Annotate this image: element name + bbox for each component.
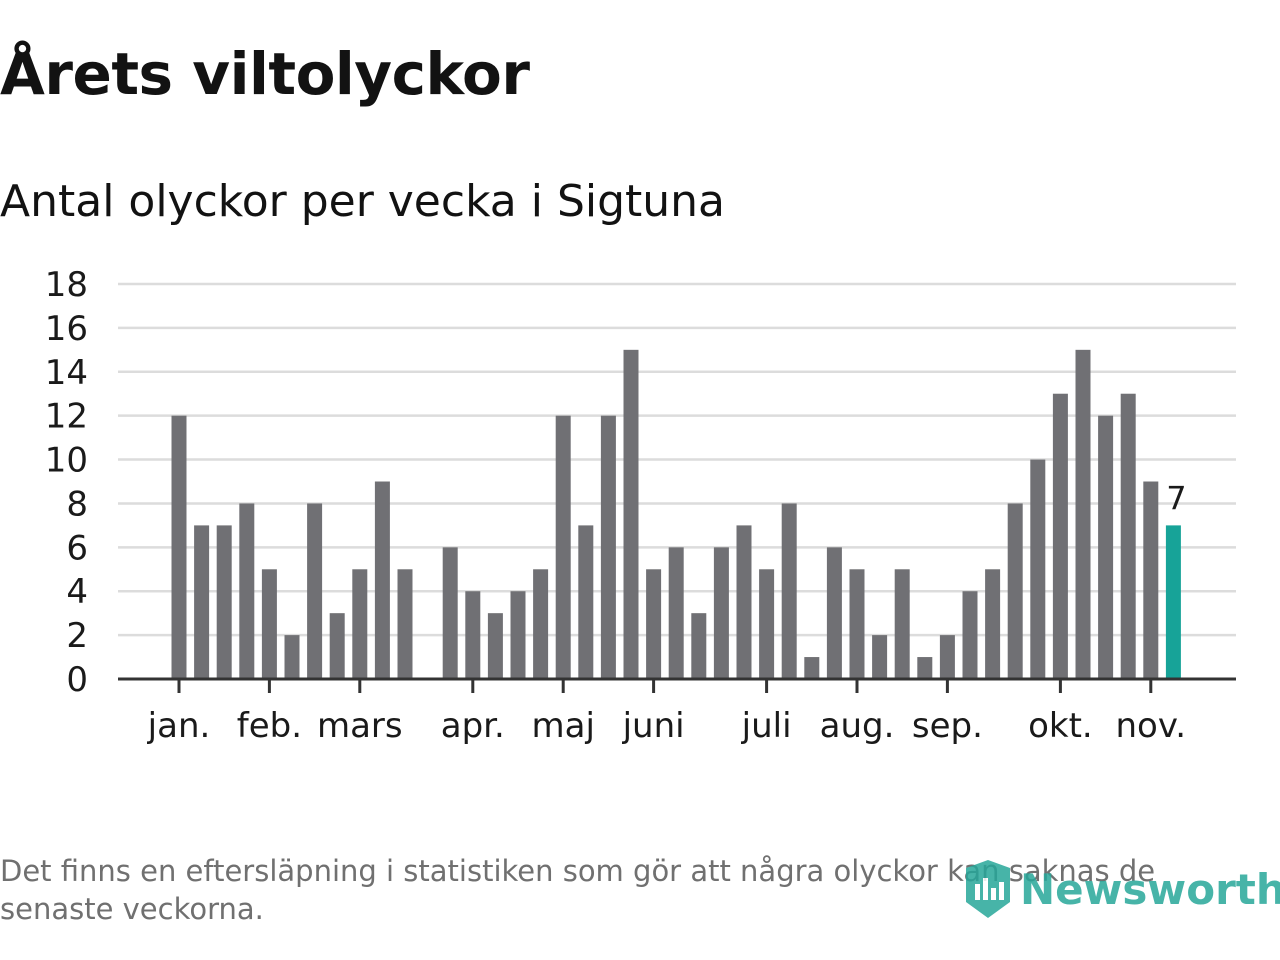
y-tick-label: 8 (66, 484, 88, 524)
y-tick-label: 0 (66, 660, 88, 700)
bar (261, 569, 277, 679)
bar (510, 591, 526, 679)
bar (849, 569, 865, 679)
bar (917, 657, 933, 679)
bar (352, 569, 368, 679)
bar (872, 635, 888, 679)
x-tick-label: nov. (1115, 706, 1186, 746)
x-tick-label: apr. (441, 706, 505, 746)
chart-subtitle: Antal olyckor per vecka i Sigtuna (0, 176, 726, 227)
bar (1052, 393, 1068, 679)
chart-title: Årets viltolyckor (0, 40, 530, 108)
bar-highlight (1165, 525, 1181, 679)
footnote: Det finns en eftersläpning i statistiken… (0, 854, 1156, 926)
x-tick-label: juni (622, 706, 685, 746)
bar (307, 503, 323, 679)
bar (646, 569, 662, 679)
bar (985, 569, 1001, 679)
x-tick-label: maj (531, 706, 594, 746)
bar (804, 657, 820, 679)
y-tick-label: 16 (45, 309, 88, 349)
bar (397, 569, 413, 679)
bar (1075, 349, 1091, 679)
bar (1098, 415, 1114, 679)
bar (578, 525, 594, 679)
bar (826, 547, 842, 679)
y-tick-label: 14 (45, 353, 88, 393)
bar (442, 547, 458, 679)
x-tick-label: jan. (147, 706, 211, 746)
x-tick-label: feb. (237, 706, 302, 746)
y-tick-label: 2 (66, 616, 88, 656)
x-tick-label: juli (741, 706, 792, 746)
bar (194, 525, 210, 679)
bar (329, 613, 345, 679)
x-tick-label: mars (317, 706, 403, 746)
newsworthy-logo-icon (966, 860, 1010, 918)
bar (1007, 503, 1023, 679)
data-label: 7 (1166, 479, 1186, 517)
bar (239, 503, 255, 679)
bar (487, 613, 503, 679)
bar (1030, 459, 1046, 679)
newsworthy-logo-text: Newsworthy (1020, 864, 1280, 914)
bar (374, 481, 390, 679)
bar (668, 547, 684, 679)
bar (1143, 481, 1159, 679)
bar (691, 613, 707, 679)
bar (284, 635, 300, 679)
bar (555, 415, 571, 679)
bar (736, 525, 752, 679)
bar (759, 569, 775, 679)
y-tick-label: 4 (66, 572, 88, 612)
bar (216, 525, 232, 679)
newsworthy-logo: Newsworthy (962, 858, 1280, 920)
bar (465, 591, 481, 679)
bar (939, 635, 955, 679)
y-tick-label: 10 (45, 441, 88, 481)
x-tick-label: sep. (912, 706, 983, 746)
bar (623, 349, 639, 679)
bar (894, 569, 910, 679)
x-tick-label: okt. (1028, 706, 1093, 746)
bar (1120, 393, 1136, 679)
bar (600, 415, 616, 679)
bar (713, 547, 729, 679)
bar (962, 591, 978, 679)
bar (533, 569, 549, 679)
y-tick-label: 18 (45, 265, 88, 305)
bar (781, 503, 797, 679)
x-tick-label: aug. (820, 706, 895, 746)
y-tick-label: 12 (45, 397, 88, 437)
bar (171, 415, 187, 679)
y-tick-label: 6 (66, 528, 88, 568)
